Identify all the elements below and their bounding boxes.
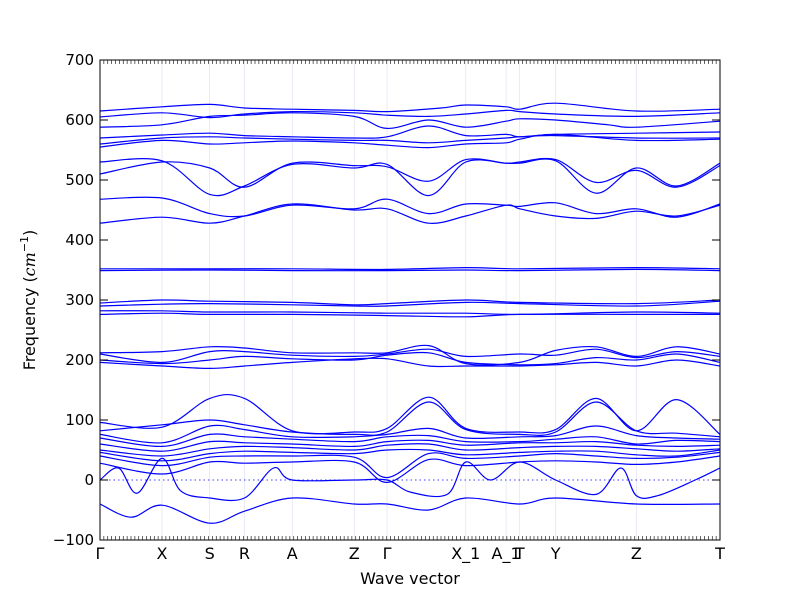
y-axis-label-suffix: ) bbox=[20, 230, 39, 236]
phonon-branch-24 bbox=[99, 433, 721, 448]
x-tick-label: T bbox=[714, 544, 725, 563]
phonon-branch-17 bbox=[99, 344, 721, 366]
x-tick-label: Z bbox=[349, 544, 360, 563]
y-tick-label: 300 bbox=[65, 291, 94, 309]
phonon-branch-20 bbox=[99, 357, 721, 370]
phonon-branch-2 bbox=[99, 109, 721, 119]
y-tick-label: 500 bbox=[65, 171, 94, 189]
x-tick-label: A bbox=[287, 544, 298, 563]
y-tick-label: 0 bbox=[84, 471, 94, 489]
y-tick-label: −100 bbox=[53, 531, 94, 549]
x-tick-label: Y bbox=[550, 544, 561, 563]
plot-frame bbox=[99, 59, 721, 541]
phonon-branch-13 bbox=[99, 299, 721, 306]
y-axis-label: Frequency (cm−1) bbox=[18, 230, 39, 371]
y-axis-label-prefix: Frequency ( bbox=[20, 276, 39, 370]
phonon-branch-11 bbox=[100, 266, 721, 271]
phonon-branch-18 bbox=[99, 348, 721, 364]
phonon-branch-8 bbox=[99, 157, 721, 188]
x-tick-label: X bbox=[157, 544, 168, 563]
x-tick-label: T bbox=[514, 544, 525, 563]
phonon-branch-12 bbox=[99, 268, 721, 272]
phonon-branch-29 bbox=[99, 455, 721, 484]
x-tick-label: X_1 bbox=[451, 544, 480, 564]
phonon-branch-23 bbox=[99, 424, 721, 444]
x-tick-label: S bbox=[205, 544, 215, 563]
phonon-branch-25 bbox=[99, 439, 721, 452]
y-tick-label: 600 bbox=[65, 111, 94, 129]
phonon-branch-31 bbox=[99, 497, 721, 524]
y-tick-label: 200 bbox=[65, 351, 94, 369]
phonon-branch-6 bbox=[99, 133, 721, 149]
phonon-branch-10 bbox=[99, 203, 721, 224]
phonon-branch-27 bbox=[99, 448, 721, 462]
high-symmetry-lines bbox=[161, 60, 637, 540]
x-tick-label: Z bbox=[631, 544, 642, 563]
phonon-branch-15 bbox=[99, 310, 721, 316]
phonon-branch-30 bbox=[99, 457, 721, 502]
phonon-branch-14 bbox=[99, 300, 721, 307]
y-tick-label: 700 bbox=[65, 51, 94, 69]
phonon-branch-7 bbox=[99, 158, 721, 197]
x-tick-label: A_1 bbox=[492, 544, 521, 564]
phonon-branch-1 bbox=[99, 102, 721, 113]
x-axis-ticks: Γ X S R A Z Γ X_1 A_1T Y Z T bbox=[96, 60, 725, 564]
x-tick-label: R bbox=[239, 544, 250, 563]
x-tick-label: Γ bbox=[96, 544, 105, 563]
phonon-branch-21 bbox=[99, 393, 721, 435]
phonon-branch-19 bbox=[99, 351, 721, 366]
phonon-branch-9 bbox=[99, 196, 721, 218]
phonon-branch-28 bbox=[99, 451, 721, 479]
y-tick-label: 100 bbox=[65, 411, 94, 429]
phonon-branch-22 bbox=[99, 401, 721, 438]
y-tick-label: 400 bbox=[65, 231, 94, 249]
y-axis-label-unit: cm bbox=[20, 252, 39, 276]
x-axis-label: Wave vector bbox=[360, 569, 460, 588]
phonon-branch-26 bbox=[99, 443, 721, 457]
x-tick-label: Γ bbox=[383, 544, 392, 563]
y-axis-label-exponent: −1 bbox=[18, 236, 31, 252]
phonon-branch-5 bbox=[99, 134, 721, 145]
phonon-branches bbox=[99, 102, 721, 524]
phonon-branch-16 bbox=[99, 312, 720, 318]
y-axis-ticks: −100 0 100 200 300 400 500 600 700 bbox=[53, 51, 720, 549]
phonon-branch-3 bbox=[99, 112, 721, 130]
